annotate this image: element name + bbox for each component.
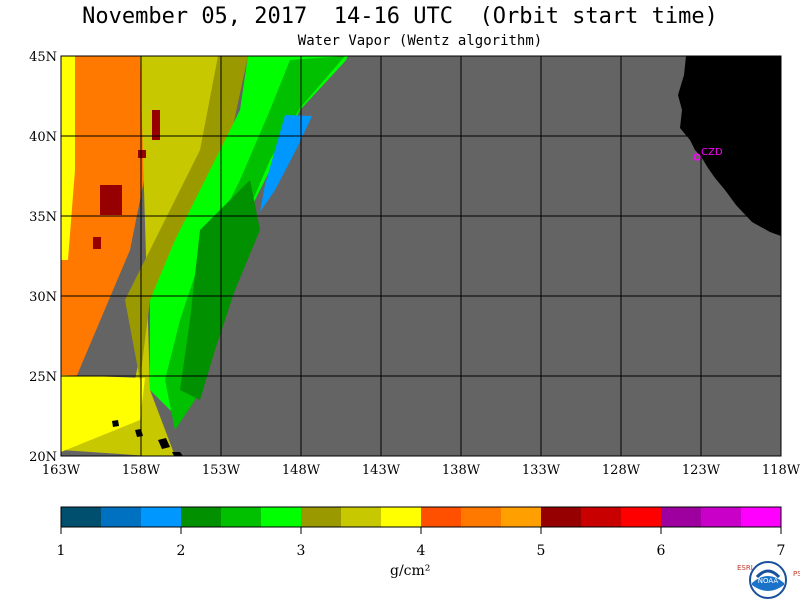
colorbar-swatch [461,507,502,527]
colorbar [61,507,782,527]
lat-tick-label: 35N [29,210,57,225]
hawaii-island [158,438,170,449]
colorbar-swatch [261,507,302,527]
colorbar-swatch [501,507,542,527]
colorbar-swatch [301,507,342,527]
hawaii-island [112,420,119,427]
lon-tick-label: 143W [362,463,401,478]
noaa-emblem-icon: NOAA [749,561,787,599]
colorbar-swatch [181,507,222,527]
map-title: November 05, 2017 14-16 UTC (Orbit start… [82,4,718,29]
colorbar-ticks [60,527,782,534]
swath-edge-mask [183,56,781,456]
latitude-labels: 45N 40N 35N 30N 25N 20N [29,50,57,465]
colorbar-swatch [61,507,102,527]
lat-tick-label: 45N [29,50,57,65]
colorbar-tick-label: 2 [176,543,186,559]
colorbar-swatch [141,507,182,527]
colorbar-swatch [381,507,422,527]
colorbar-swatch [581,507,622,527]
colorbar-tick-label: 4 [416,543,426,559]
colorbar-swatch [661,507,702,527]
psd-letters: PSD [793,570,800,578]
lon-tick-label: 158W [122,463,161,478]
map-subtitle: Water Vapor (Wentz algorithm) [297,33,543,49]
moisture-speck [93,237,101,249]
swath-yellow-south [61,375,145,452]
lon-tick-label: 138W [442,463,481,478]
station-label: CZD [701,147,723,158]
longitude-labels: 163W 158W 153W 148W 143W 138W 133W 128W 123W 118W [42,463,800,478]
lat-lon-grid [61,56,781,456]
lon-tick-label: 148W [282,463,321,478]
lon-tick-label: 128W [602,463,641,478]
colorbar-swatch [221,507,262,527]
colorbar-tick-label: 3 [296,543,306,559]
lat-tick-label: 40N [29,130,57,145]
station-marker [693,153,701,161]
swath-medium-green-band [165,56,345,430]
colorbar-swatch [101,507,142,527]
colorbar-swatch [421,507,462,527]
map-frame [60,55,782,457]
swath-blue-patch [260,115,312,212]
colorbar-units: g/cm² [390,563,431,579]
colorbar-tick-label: 1 [56,543,66,559]
colorbar-tick-label: 5 [536,543,546,559]
lon-tick-label: 118W [762,463,800,478]
moisture-speck [152,110,160,140]
lat-tick-label: 30N [29,290,57,305]
lon-tick-label: 133W [522,463,561,478]
colorbar-swatch [741,507,782,527]
swath-dark-green-band [180,180,260,400]
swath-yellow-olive-band [61,56,220,456]
hawaii-island [172,452,183,456]
swath-yellow-band [61,56,75,260]
colorbar-swatch [621,507,662,527]
noaa-logo: ESRL NOAA PSD [737,560,800,600]
swath-orange-band [61,56,150,380]
colorbar-swatch [341,507,382,527]
lon-tick-label: 153W [202,463,241,478]
north-america-land [678,56,781,236]
esrl-letters: ESRL [737,564,755,572]
colorbar-tick-label: 6 [656,543,666,559]
colorbar-swatch [701,507,742,527]
colorbar-swatch [541,507,582,527]
colorbar-tick-label: 7 [776,543,786,559]
noaa-emblem-text: NOAA [758,577,779,585]
moisture-speck [100,185,122,215]
lon-tick-label: 123W [682,463,721,478]
moisture-speck [138,150,146,158]
lat-tick-label: 25N [29,370,57,385]
lon-tick-label: 163W [42,463,81,478]
lat-tick-label: 20N [29,450,57,465]
